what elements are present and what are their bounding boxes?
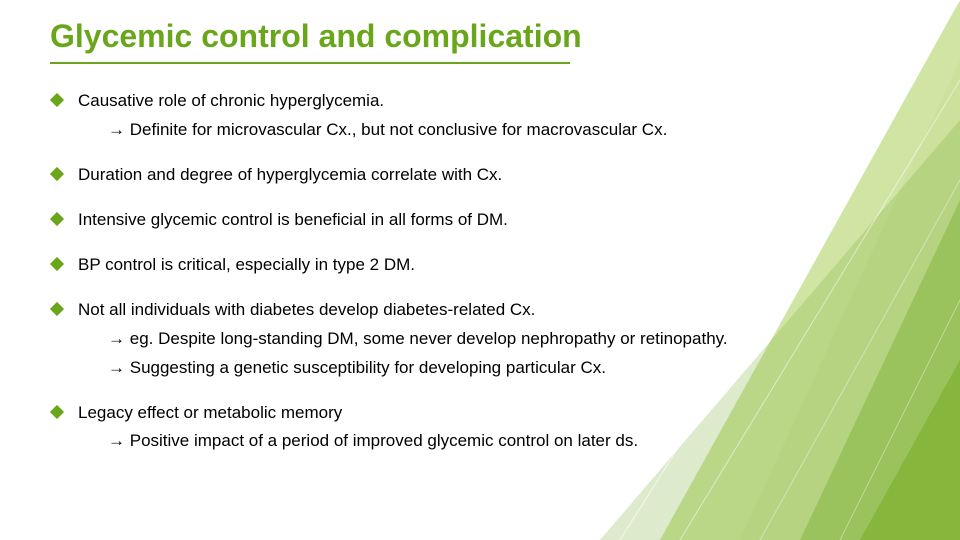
bullet-list: Causative role of chronic hyperglycemia.… <box>50 90 870 475</box>
bullet-item: BP control is critical, especially in ty… <box>50 254 870 277</box>
diamond-bullet-icon <box>50 302 64 316</box>
diamond-bullet-icon <box>50 257 64 271</box>
slide-title: Glycemic control and complication <box>50 18 582 55</box>
sub-text: Suggesting a genetic susceptibility for … <box>130 358 606 377</box>
bullet-text: Intensive glycemic control is beneficial… <box>78 210 508 229</box>
sub-item: → Definite for microvascular Cx., but no… <box>78 119 870 142</box>
slide: Glycemic control and complication Causat… <box>0 0 960 540</box>
bullet-item: Legacy effect or metabolic memory → Posi… <box>50 402 870 454</box>
sub-item: → Suggesting a genetic susceptibility fo… <box>78 357 870 380</box>
diamond-bullet-icon <box>50 93 64 107</box>
bullet-item: Not all individuals with diabetes develo… <box>50 299 870 380</box>
sub-item: → eg. Despite long-standing DM, some nev… <box>78 328 870 351</box>
arrow-icon: → <box>108 120 125 139</box>
sub-item: → Positive impact of a period of improve… <box>78 430 870 453</box>
bullet-text: Causative role of chronic hyperglycemia. <box>78 91 384 110</box>
title-underline <box>50 62 570 64</box>
bullet-item: Duration and degree of hyperglycemia cor… <box>50 164 870 187</box>
diamond-bullet-icon <box>50 167 64 181</box>
diamond-bullet-icon <box>50 404 64 418</box>
bullet-text: Not all individuals with diabetes develo… <box>78 300 535 319</box>
arrow-icon: → <box>108 358 125 377</box>
arrow-icon: → <box>108 431 125 450</box>
bullet-text: BP control is critical, especially in ty… <box>78 255 415 274</box>
arrow-icon: → <box>108 329 125 348</box>
sub-text: Positive impact of a period of improved … <box>130 431 638 450</box>
sub-text: eg. Despite long-standing DM, some never… <box>130 329 728 348</box>
bullet-item: Causative role of chronic hyperglycemia.… <box>50 90 870 142</box>
sub-text: Definite for microvascular Cx., but not … <box>130 120 668 139</box>
bullet-item: Intensive glycemic control is beneficial… <box>50 209 870 232</box>
diamond-bullet-icon <box>50 212 64 226</box>
bullet-text: Duration and degree of hyperglycemia cor… <box>78 165 502 184</box>
bullet-text: Legacy effect or metabolic memory <box>78 403 342 422</box>
